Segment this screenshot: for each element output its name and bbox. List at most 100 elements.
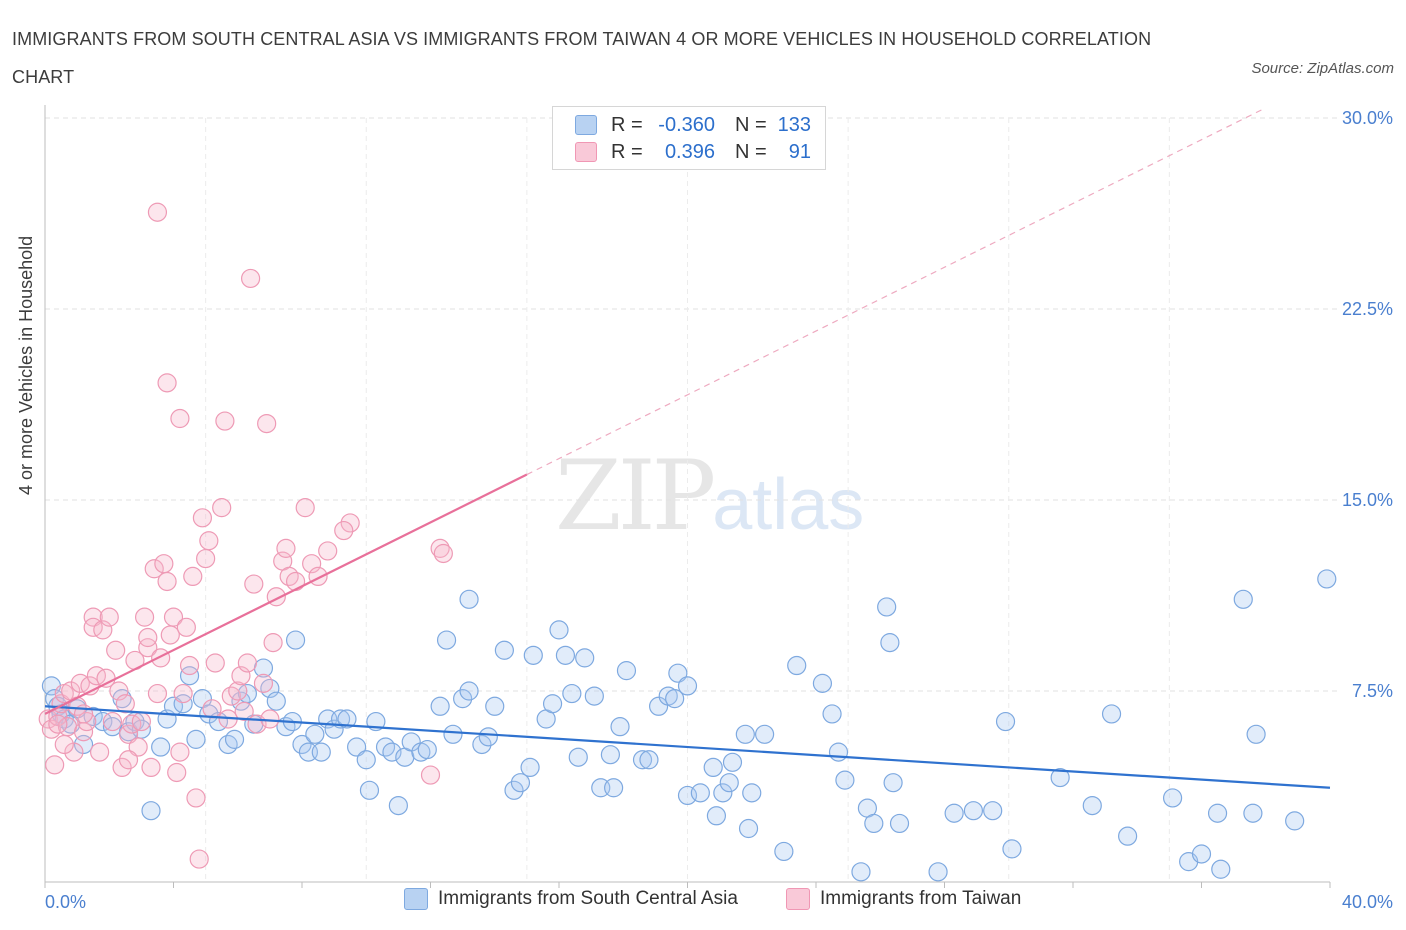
source-label: Source: ZipAtlas.com — [1251, 60, 1394, 77]
trend-line-taiwan-extension — [526, 107, 1267, 476]
data-point-south-central-asia — [928, 862, 948, 882]
data-point-south-central-asia — [632, 750, 653, 770]
data-point-taiwan — [99, 607, 119, 627]
data-point-taiwan — [237, 653, 257, 673]
data-point-south-central-asia — [436, 630, 457, 650]
data-point-south-central-asia — [703, 757, 723, 778]
data-point-south-central-asia — [828, 742, 849, 762]
data-point-south-central-asia — [459, 589, 479, 609]
data-point-south-central-asia — [292, 734, 312, 755]
data-point-south-central-asia — [1050, 767, 1070, 788]
data-point-taiwan — [160, 625, 180, 645]
y-tick-label: 30.0% — [1342, 108, 1393, 128]
data-point-south-central-asia — [963, 801, 984, 821]
data-point-south-central-asia — [639, 750, 659, 770]
data-point-taiwan — [45, 755, 65, 775]
data-point-south-central-asia — [1285, 811, 1305, 831]
data-point-south-central-asia — [880, 633, 900, 653]
data-point-south-central-asia — [443, 724, 463, 744]
series-legend-item-taiwan: Immigrants from Taiwan — [786, 888, 1021, 910]
data-point-south-central-asia — [504, 780, 524, 800]
legend-row-south-central-asia: R = -0.360 N = 133 — [575, 112, 811, 138]
data-point-south-central-asia — [430, 696, 450, 716]
data-point-taiwan — [334, 520, 354, 541]
data-point-taiwan — [221, 686, 241, 706]
data-point-south-central-asia — [453, 689, 473, 709]
series-legend-label: Immigrants from Taiwan — [820, 888, 1022, 909]
data-point-south-central-asia — [738, 818, 759, 839]
trend-line-south-central-asia — [44, 705, 1331, 789]
legend-n-label: N = — [735, 113, 767, 136]
data-point-taiwan — [147, 202, 168, 222]
data-point-south-central-asia — [877, 597, 897, 617]
data-point-taiwan — [134, 607, 155, 627]
series-legend: Immigrants from South Central Asia Immig… — [0, 888, 1406, 916]
data-point-south-central-asia — [713, 783, 733, 803]
data-point-south-central-asia — [600, 745, 621, 765]
data-point-taiwan — [102, 711, 123, 732]
data-point-taiwan — [199, 531, 219, 551]
data-point-taiwan — [234, 701, 254, 721]
data-point-taiwan — [163, 607, 184, 627]
legend-r-label: R = — [611, 113, 643, 136]
data-point-south-central-asia — [472, 734, 492, 755]
data-point-south-central-asia — [510, 773, 531, 793]
data-point-south-central-asia — [1317, 569, 1337, 589]
legend-r-value: 0.396 — [664, 140, 715, 163]
data-point-south-central-asia — [542, 694, 563, 714]
data-point-south-central-asia — [549, 620, 569, 640]
trend-line-taiwan — [44, 473, 528, 715]
data-point-taiwan — [183, 566, 203, 587]
data-point-south-central-asia — [822, 704, 842, 724]
data-point-taiwan — [260, 709, 280, 729]
data-point-taiwan — [430, 538, 450, 558]
data-point-taiwan — [205, 653, 225, 673]
data-point-south-central-asia — [562, 683, 582, 704]
data-point-south-central-asia — [677, 676, 698, 696]
data-point-taiwan — [157, 373, 177, 393]
data-point-south-central-asia — [93, 711, 113, 732]
data-point-taiwan — [244, 574, 264, 594]
series-legend-item-south-central-asia: Immigrants from South Central Asia — [404, 888, 738, 910]
legend-r-label: R = — [611, 140, 643, 163]
data-point-taiwan — [263, 633, 283, 653]
data-point-south-central-asia — [224, 729, 245, 749]
data-point-south-central-asia — [285, 630, 306, 650]
data-point-south-central-asia — [1118, 826, 1138, 846]
data-point-south-central-asia — [604, 778, 624, 798]
data-point-taiwan — [128, 737, 148, 757]
data-point-taiwan — [196, 548, 216, 569]
legend-n-value: 133 — [777, 113, 811, 136]
data-point-south-central-asia — [485, 696, 505, 716]
data-point-taiwan — [192, 508, 213, 528]
x-tick-label: 40.0% — [1342, 892, 1393, 912]
data-point-taiwan — [170, 408, 190, 429]
y-tick-label: 22.5% — [1342, 299, 1393, 319]
data-point-taiwan — [173, 683, 193, 704]
data-point-taiwan — [215, 411, 235, 431]
data-point-taiwan — [157, 571, 177, 592]
data-point-south-central-asia — [330, 709, 351, 729]
data-point-south-central-asia — [575, 648, 595, 668]
data-point-south-central-asia — [648, 696, 669, 716]
series-legend-label: Immigrants from South Central Asia — [438, 888, 738, 909]
data-point-south-central-asia — [742, 783, 762, 803]
data-point-taiwan — [276, 538, 296, 558]
data-point-south-central-asia — [186, 729, 206, 749]
data-point-south-central-asia — [774, 841, 794, 862]
data-point-taiwan — [48, 714, 68, 734]
data-point-south-central-asia — [1233, 589, 1253, 609]
data-point-south-central-asia — [375, 737, 396, 757]
watermark-zip: ZIP — [555, 440, 716, 552]
data-point-south-central-asia — [706, 806, 727, 826]
data-point-south-central-asia — [151, 737, 171, 757]
data-point-taiwan — [167, 762, 187, 783]
data-point-south-central-asia — [388, 795, 408, 816]
data-point-south-central-asia — [356, 750, 376, 770]
data-point-south-central-asia — [1211, 859, 1231, 879]
data-point-south-central-asia — [401, 732, 421, 752]
legend-swatch-blue — [575, 115, 597, 135]
data-point-south-central-asia — [417, 739, 437, 760]
watermark: ZIPatlas — [555, 440, 864, 552]
